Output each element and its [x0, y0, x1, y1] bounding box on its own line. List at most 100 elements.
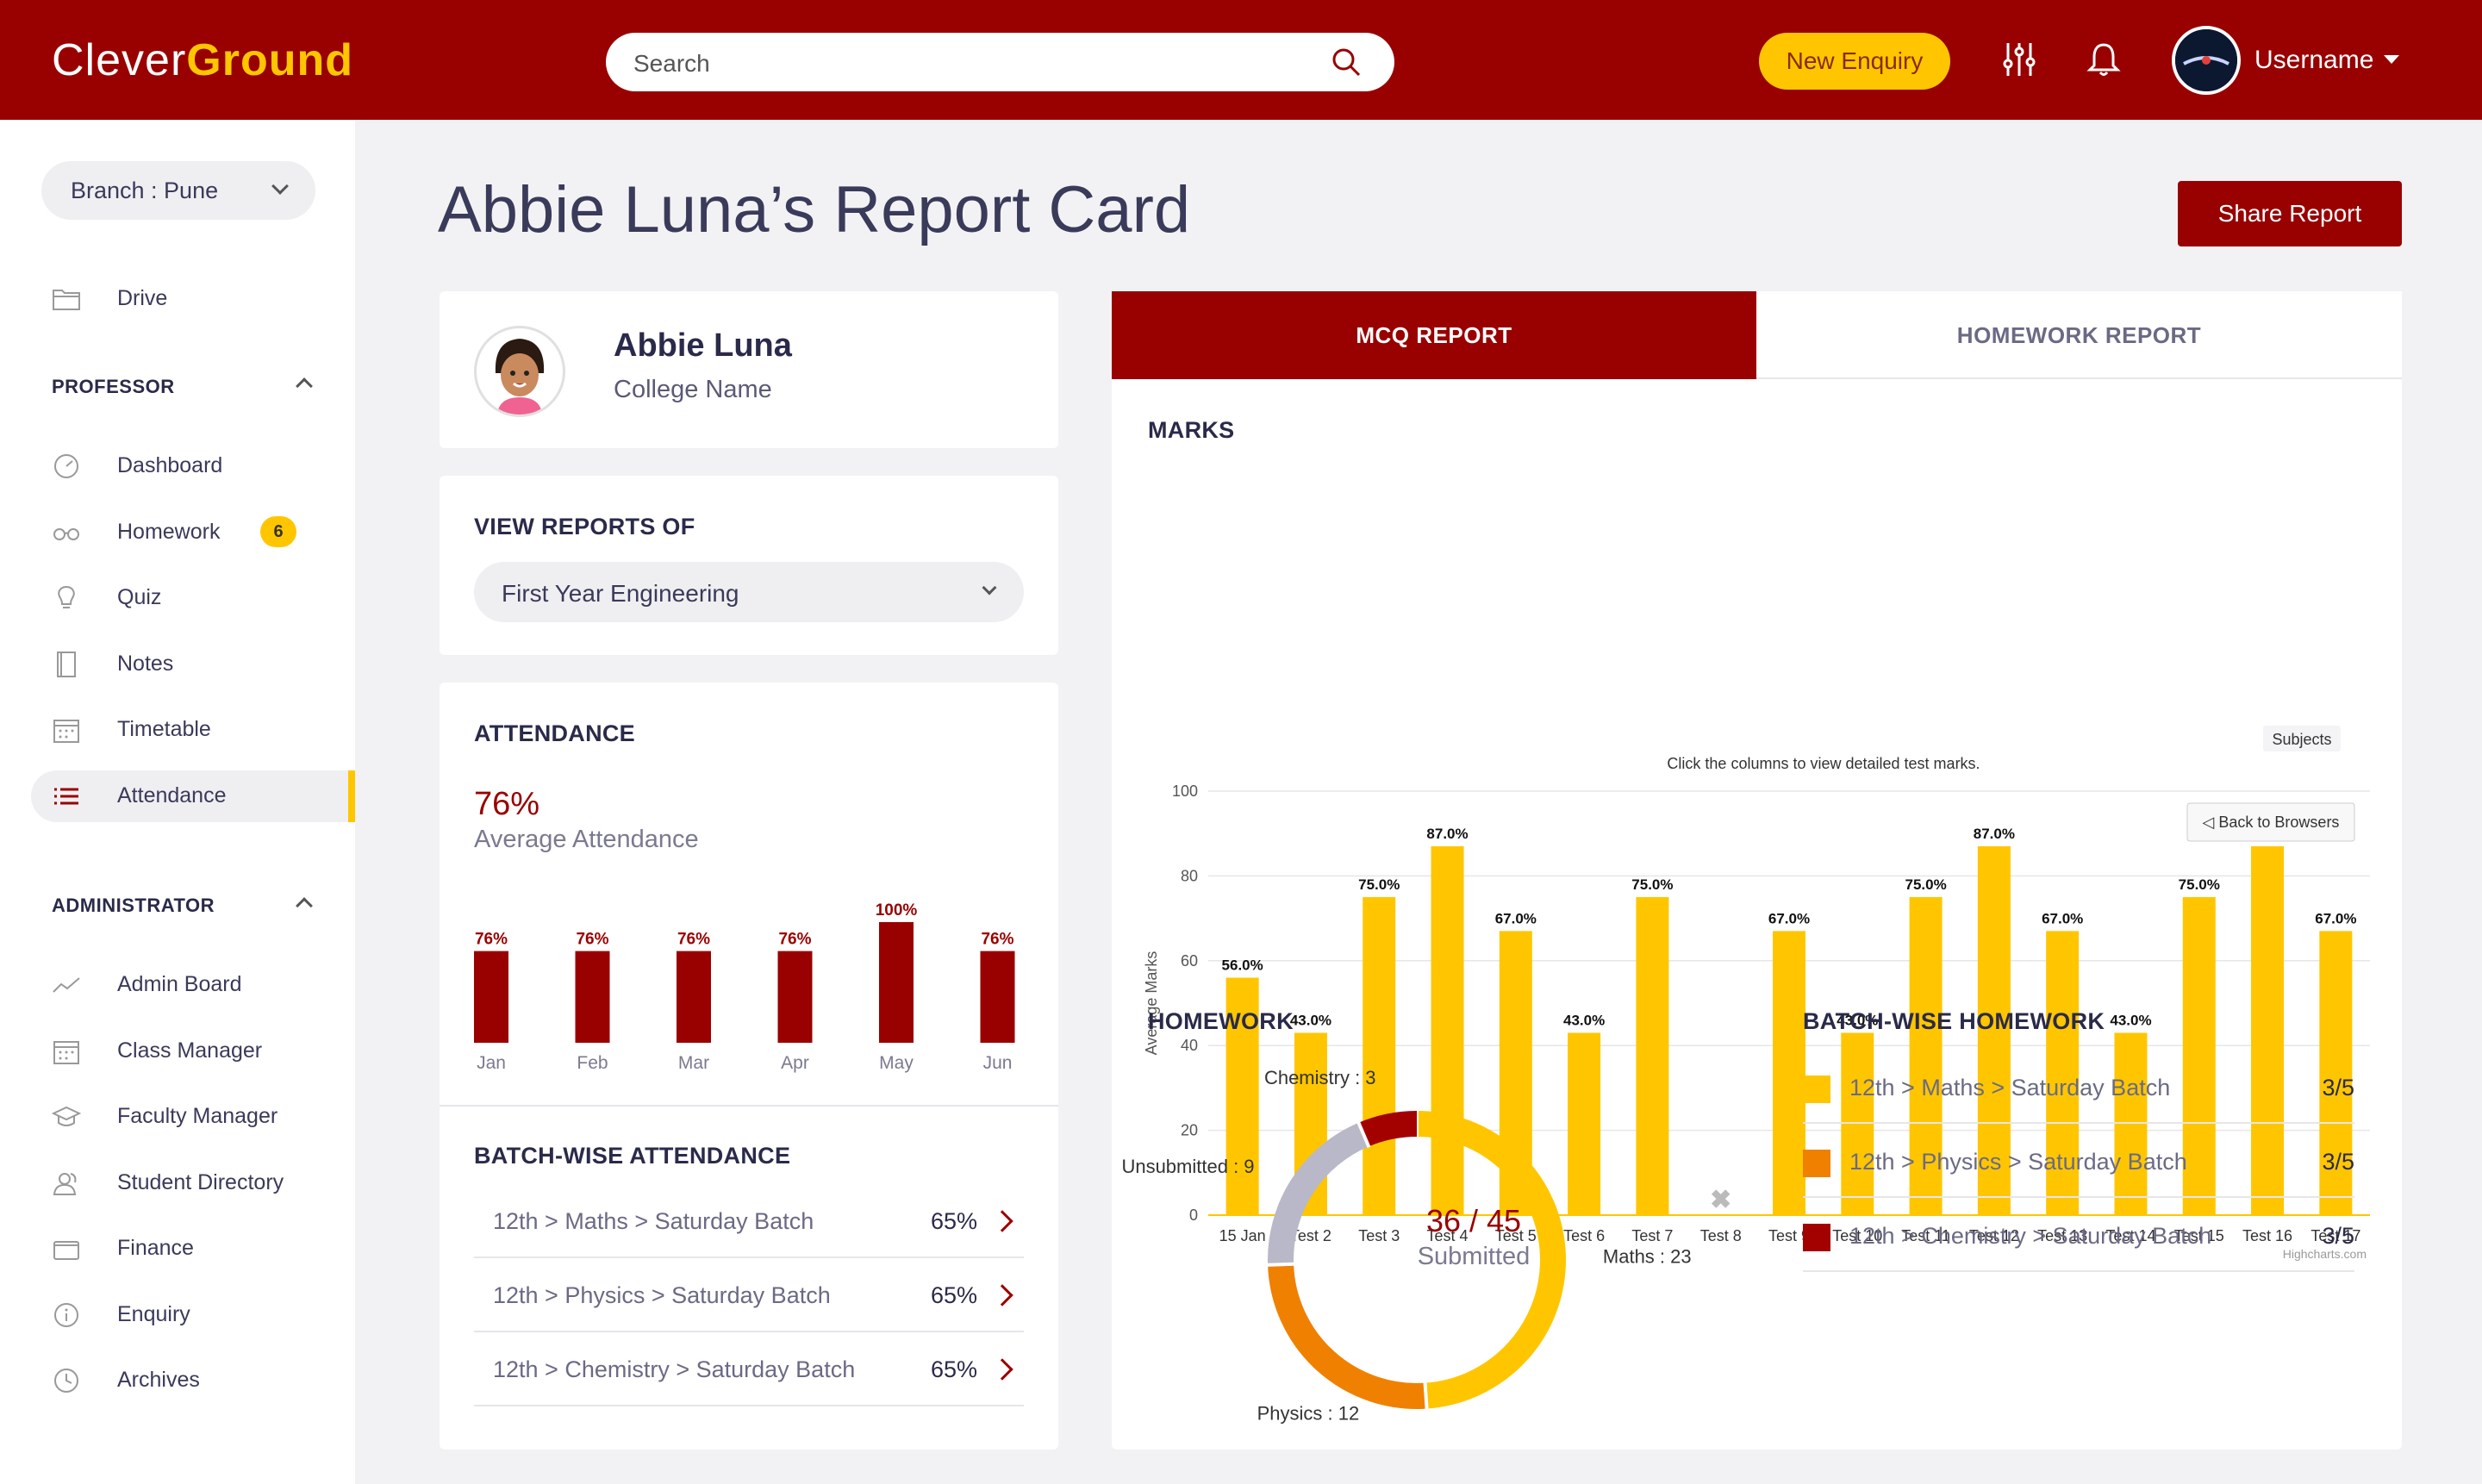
sidebar-item-attendance[interactable]: Attendance — [31, 770, 355, 822]
batch-attendance-row[interactable]: 12th > Physics > Saturday Batch 65% — [474, 1258, 1024, 1332]
app-logo[interactable]: CleverGround — [52, 35, 354, 85]
batch-name: 12th > Maths > Saturday Batch — [1849, 1075, 2171, 1101]
donut-slice-label: Physics : 12 — [1257, 1402, 1360, 1424]
sidebar-item-finance[interactable]: Finance — [31, 1223, 355, 1275]
attendance-bar-label: 76% — [677, 931, 710, 949]
subjects-button[interactable] — [2263, 726, 2341, 751]
marks-bar[interactable] — [1363, 897, 1396, 1215]
page-title: Abbie Luna’s Report Card — [438, 173, 1191, 246]
batch-homework-row[interactable]: 12th > Chemistry > Saturday Batch 3/5 — [1803, 1198, 2354, 1272]
view-reports-title: VIEW REPORTS OF — [474, 514, 695, 539]
marks-bar[interactable] — [2114, 1032, 2148, 1215]
sidebar-item-notes[interactable]: Notes — [31, 639, 355, 690]
chevron-up-icon[interactable] — [296, 377, 313, 395]
bell-icon[interactable] — [2084, 40, 2123, 79]
administrator-section-header[interactable]: ADMINISTRATOR — [52, 895, 215, 916]
donut-slice — [1416, 1111, 1566, 1409]
user-menu-caret-icon[interactable] — [2384, 55, 2399, 64]
chevron-right-icon[interactable] — [991, 1284, 1013, 1306]
marks-bar[interactable] — [1841, 1032, 1874, 1215]
sidebar-item-quiz[interactable]: Quiz — [31, 572, 355, 624]
sidebar-item-label: Homework — [117, 519, 221, 544]
attendance-bar — [575, 951, 610, 1043]
marks-bar-label: 43.0% — [1563, 1012, 1605, 1028]
share-report-button[interactable]: Share Report — [2178, 181, 2402, 246]
marks-bar-label: 67.0% — [1495, 910, 1537, 926]
marks-bar[interactable] — [1636, 897, 1669, 1215]
marks-bar[interactable] — [2251, 845, 2285, 1215]
new-enquiry-button[interactable]: New Enquiry — [1759, 33, 1950, 90]
marks-bar-label: 87.0% — [1974, 826, 2015, 842]
sidebar-item-admin-board[interactable]: Admin Board — [31, 959, 355, 1011]
professor-section-header[interactable]: PROFESSOR — [52, 376, 175, 397]
batch-attendance-row[interactable]: 12th > Maths > Saturday Batch 65% — [474, 1184, 1024, 1258]
sidebar-item-dashboard[interactable]: Dashboard — [31, 440, 355, 492]
legend-swatch — [1803, 1076, 1830, 1103]
filter-sliders-icon[interactable] — [1999, 40, 2039, 79]
chevron-right-icon[interactable] — [991, 1358, 1013, 1381]
legend-swatch — [1803, 1224, 1830, 1251]
x-tick-label: Test 5 — [1495, 1227, 1537, 1244]
marks-bar[interactable] — [1977, 845, 2011, 1215]
branch-select[interactable]: Branch : Pune — [41, 161, 315, 220]
tab-mcq-report[interactable]: MCQ REPORT — [1112, 291, 1756, 379]
chevron-down-icon — [982, 580, 997, 595]
user-avatar[interactable] — [2172, 26, 2241, 95]
sidebar-item-label: Enquiry — [117, 1301, 190, 1326]
search-input[interactable]: Search — [606, 33, 1394, 91]
college-name: College Name — [614, 376, 772, 403]
sidebar-item-label: Student Directory — [117, 1169, 284, 1194]
branch-label: Branch : Pune — [71, 178, 219, 203]
graduation-cap-icon — [52, 1106, 81, 1126]
attendance-bar — [879, 922, 914, 1043]
batch-homework-row[interactable]: 12th > Maths > Saturday Batch 3/5 — [1803, 1050, 2354, 1124]
attendance-bar-label: 100% — [876, 901, 918, 920]
tab-homework-report[interactable]: HOMEWORK REPORT — [1756, 291, 2402, 379]
sidebar-item-label: Faculty Manager — [117, 1104, 278, 1128]
sidebar-item-drive[interactable]: Drive — [31, 273, 355, 325]
batch-homework-row[interactable]: 12th > Physics > Saturday Batch 3/5 — [1803, 1124, 2354, 1198]
x-tick-label: Test 2 — [1290, 1227, 1331, 1244]
chevron-up-icon[interactable] — [296, 897, 313, 914]
calendar-icon — [53, 1040, 79, 1064]
donut-separator — [1356, 1121, 1371, 1149]
donut-separator — [1267, 1262, 1295, 1267]
sidebar-item-timetable[interactable]: Timetable — [31, 704, 355, 756]
glasses-icon — [53, 527, 79, 540]
chevron-down-icon — [271, 178, 289, 195]
back-button[interactable] — [2186, 802, 2355, 842]
sidebar-item-archives[interactable]: Archives — [31, 1355, 355, 1406]
marks-bar[interactable] — [1568, 1032, 1601, 1215]
gauge-icon — [54, 454, 78, 478]
search-icon[interactable] — [1331, 47, 1362, 78]
info-icon — [54, 1302, 78, 1327]
marks-bar[interactable] — [1225, 977, 1259, 1215]
marks-bar[interactable] — [1773, 931, 1805, 1215]
attendance-card: ATTENDANCE 76% Average Attendance 76% Jan… — [440, 683, 1058, 1450]
marks-bar[interactable] — [1431, 845, 1464, 1215]
chart-credits[interactable]: Highcharts.com — [2283, 1247, 2367, 1261]
sidebar-item-class-manager[interactable]: Class Manager — [31, 1026, 355, 1077]
marks-bar[interactable] — [2046, 931, 2080, 1215]
attendance-month-label: Jun — [983, 1053, 1013, 1073]
x-tick-label: Test 7 — [1631, 1227, 1673, 1244]
donut-slice-label: Unsubmitted : 9 — [1121, 1156, 1254, 1177]
marks-bar[interactable] — [2182, 897, 2216, 1215]
batch-homework-value: 3/5 — [2322, 1149, 2354, 1175]
sidebar-item-faculty-manager[interactable]: Faculty Manager — [31, 1091, 355, 1143]
attendance-month-label: Mar — [678, 1053, 709, 1073]
sidebar-item-homework[interactable]: Homework 6 — [31, 507, 355, 558]
marks-bar[interactable] — [1909, 897, 1943, 1215]
active-indicator — [348, 770, 355, 822]
username-label[interactable]: Username — [2254, 46, 2374, 74]
marks-bar[interactable] — [2319, 931, 2353, 1215]
donut-slice — [1268, 1122, 1369, 1265]
chevron-right-icon[interactable] — [991, 1210, 1013, 1232]
sidebar-item-enquiry[interactable]: Enquiry — [31, 1289, 355, 1341]
batch-attendance-row[interactable]: 12th > Chemistry > Saturday Batch 65% — [474, 1332, 1024, 1406]
sidebar-item-student-directory[interactable]: Student Directory — [31, 1157, 355, 1209]
course-select[interactable]: First Year Engineering — [474, 562, 1024, 622]
batch-name: 12th > Chemistry > Saturday Batch — [1849, 1223, 2212, 1249]
y-tick-label: 20 — [1181, 1122, 1198, 1139]
y-tick-label: 60 — [1181, 952, 1198, 970]
